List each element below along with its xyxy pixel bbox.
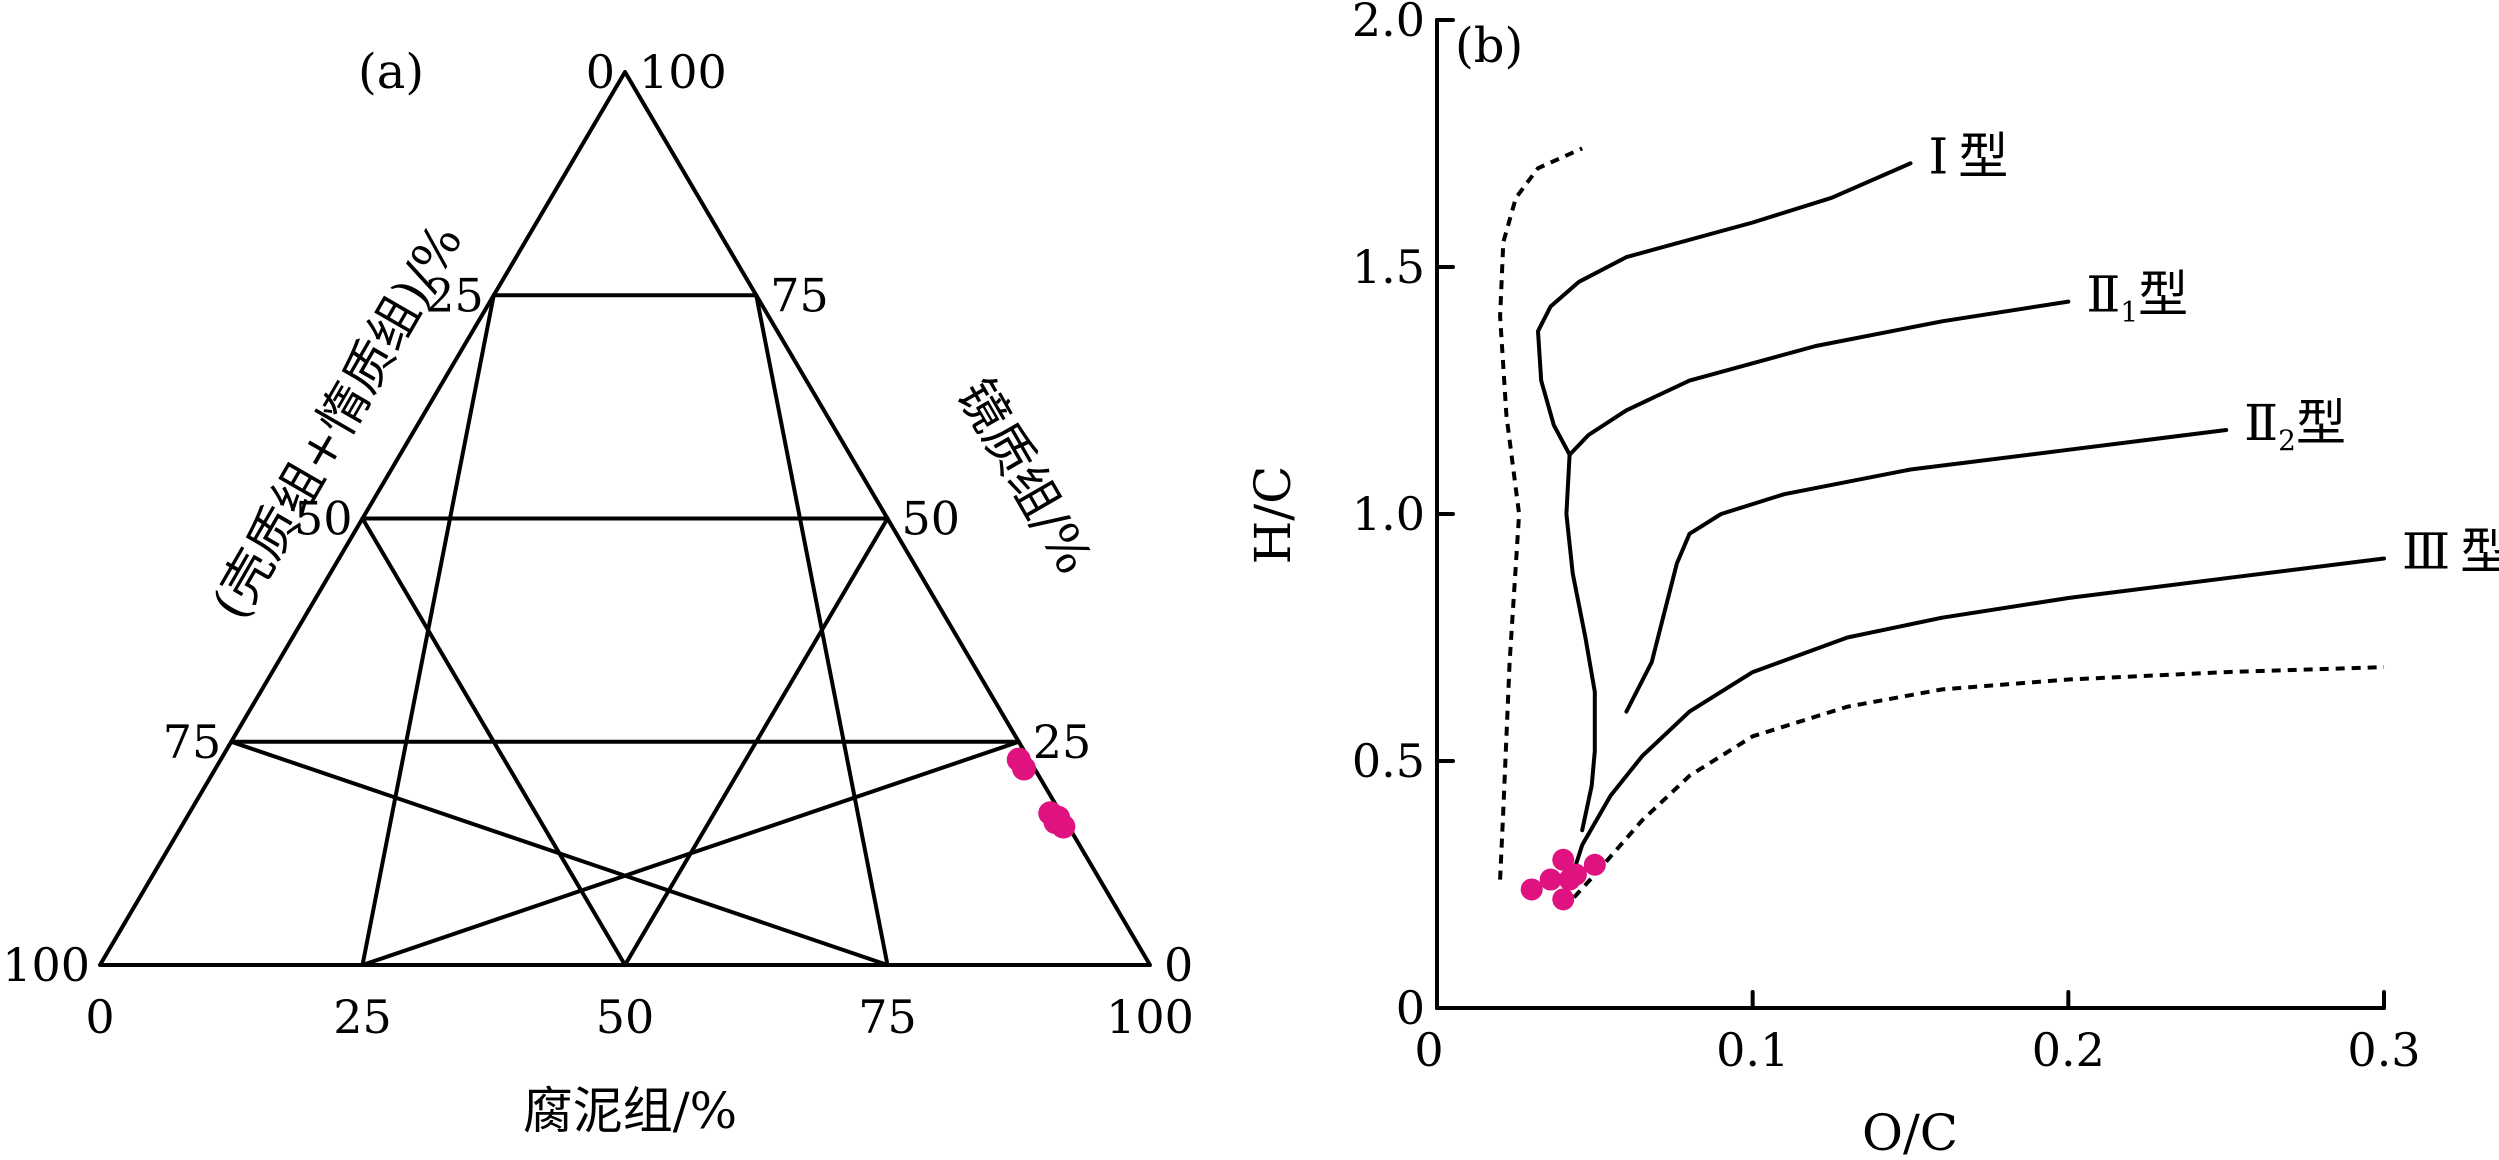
vk-boundary-dashed-line (1498, 146, 1584, 880)
vk-curves: Ⅰ 型 Ⅱ1型 Ⅱ2型 Ⅲ 型 (1498, 127, 2499, 911)
ternary-bottom-axis-label: 腐泥组/% (523, 1082, 737, 1140)
vk-axes: 0 0.5 1.0 1.5 2.0 0 0.1 0.2 0.3 (1352, 0, 2421, 1077)
vk-data-point (1520, 878, 1543, 901)
vk-data-point (1552, 888, 1575, 911)
ternary-right-tick-label: 100 (639, 45, 727, 99)
vk-type-curve (1564, 299, 2071, 833)
vk-data-point (1564, 863, 1587, 886)
ternary-right-tick-label: 75 (770, 268, 829, 322)
ternary-right-axis-label: 镜质组/% (946, 369, 1103, 584)
ternary-points (1006, 747, 1076, 839)
vk-y-tick-label: 0.5 (1352, 734, 1425, 788)
ternary-left-axis-label: (壳质组+惰质组)/% (201, 214, 474, 629)
ternary-left-tick-label: 50 (294, 492, 353, 546)
ternary-bottom-tick-label: 50 (596, 990, 655, 1044)
ternary-left-tick-label: 0 (586, 45, 615, 99)
vk-y-tick-label: 1.5 (1352, 240, 1425, 294)
ternary-grid (98, 70, 1152, 967)
ternary-bottom-tick-label: 75 (858, 990, 917, 1044)
vk-curve-label: Ⅱ1型 (2086, 266, 2188, 329)
vk-data-point (1539, 868, 1562, 891)
vk-x-tick-label: 0.2 (2032, 1023, 2105, 1077)
vk-curve-label: Ⅱ2型 (2244, 394, 2346, 457)
ternary-diagram: (a) 0 25 50 75 100 100 75 50 25 0 0 25 50 75 100 腐泥组/%… (2, 44, 1194, 1140)
ternary-panel-label: (a) (358, 44, 424, 100)
ternary-left-tick-label: 100 (2, 938, 90, 992)
ternary-data-point (1012, 756, 1036, 781)
vk-y-tick-label: 0 (1396, 981, 1425, 1035)
vk-x-tick-label: 0 (1414, 1023, 1443, 1077)
ternary-right-tick-label: 25 (1033, 715, 1092, 769)
ternary-tick-labels: 0 25 50 75 100 100 75 50 25 0 0 25 50 75 100 (2, 45, 1194, 1044)
vk-x-axis-label: O/C (1862, 1104, 1958, 1160)
ternary-right-tick-label: 50 (902, 492, 961, 546)
ternary-right-tick-label: 0 (1164, 938, 1193, 992)
ternary-grid-line-right (229, 739, 890, 967)
vk-points (1520, 848, 1606, 911)
ternary-left-tick-label: 25 (425, 268, 484, 322)
ternary-grid-line-left (754, 293, 890, 967)
ternary-bottom-tick-label: 100 (1106, 990, 1194, 1044)
vk-y-tick-label: 1.0 (1352, 487, 1425, 541)
vk-x-tick-label: 0.3 (2347, 1023, 2420, 1077)
vk-panel-label: (b) (1455, 18, 1523, 74)
ternary-data-point (1051, 814, 1076, 839)
vk-type-curve (1536, 161, 1913, 457)
van-krevelen-chart: (b) 0 0.5 1.0 1.5 2.0 0 0.1 0.2 0.3 Ⅰ 型 Ⅱ1型 Ⅱ2型 Ⅲ 型 O… (1244, 0, 2499, 1160)
vk-y-tick-label: 2.0 (1352, 0, 1425, 47)
vk-y-axis-label: H/C (1244, 466, 1302, 565)
vk-data-point (1552, 848, 1575, 871)
ternary-bottom-tick-label: 25 (333, 990, 392, 1044)
vk-data-point (1583, 853, 1606, 876)
ternary-bottom-tick-label: 0 (85, 990, 114, 1044)
vk-type-curve (1570, 556, 2386, 877)
vk-x-tick-label: 0.1 (1716, 1023, 1789, 1077)
vk-type-curve (1624, 428, 2229, 714)
vk-boundary-dashed-line (1561, 665, 2385, 911)
ternary-left-tick-label: 75 (163, 715, 222, 769)
